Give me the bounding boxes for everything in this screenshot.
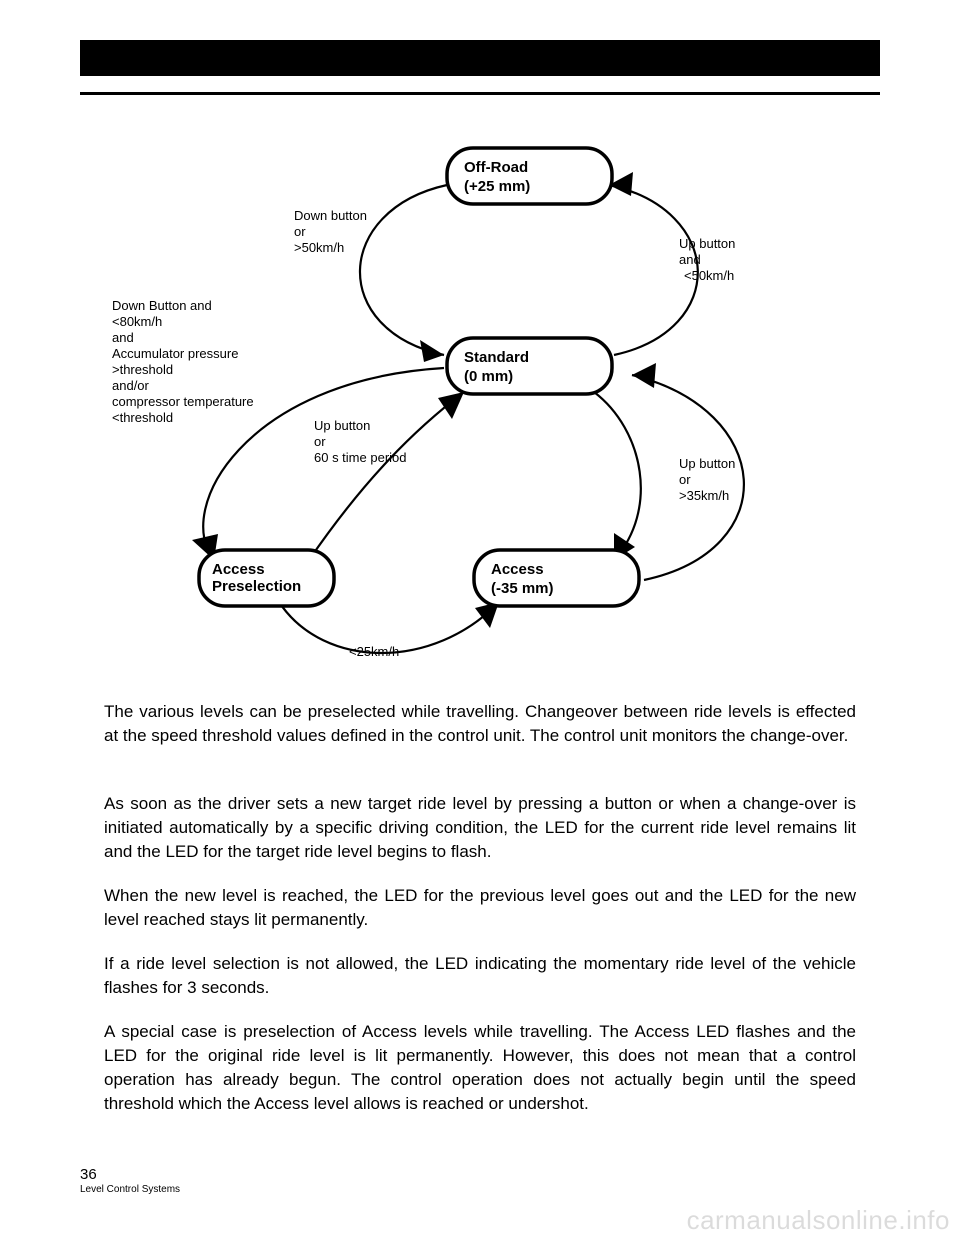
node-access-line1: Access	[491, 561, 544, 578]
state-diagram: Off-Road (+25 mm) Standard (0 mm) Access…	[104, 130, 856, 660]
node-standard-line2: (0 mm)	[464, 368, 513, 385]
page-number: 36	[80, 1166, 97, 1183]
label-up-and-50-l3: <50km/h	[684, 268, 734, 283]
label-down80-l7: compressor temperature	[112, 394, 254, 409]
edge-offroad-to-standard	[360, 185, 447, 355]
node-standard: Standard (0 mm)	[447, 338, 612, 394]
label-up35-l2: or	[679, 472, 691, 487]
node-standard-line1: Standard	[464, 349, 529, 366]
label-down80-l1: Down Button and	[112, 298, 212, 313]
label-up35-l1: Up button	[679, 456, 735, 471]
label-up-and-50-l1: Up button	[679, 236, 735, 251]
label-up-and-50-l2: and	[679, 252, 701, 267]
arrow-presel-to-standard	[438, 392, 464, 419]
node-access-line2: (-35 mm)	[491, 580, 554, 597]
label-up35-l3: >35km/h	[679, 488, 729, 503]
label-lt25: <25km/h	[349, 644, 399, 659]
node-off-road-line2: (+25 mm)	[464, 178, 530, 195]
header-black-bar	[80, 40, 880, 76]
page: Off-Road (+25 mm) Standard (0 mm) Access…	[0, 0, 960, 1242]
label-down80-l3: and	[112, 330, 134, 345]
label-down80-l4: Accumulator pressure	[112, 346, 238, 361]
watermark: carmanualsonline.info	[687, 1205, 950, 1236]
node-off-road: Off-Road (+25 mm)	[447, 148, 612, 204]
node-presel-line2: Preselection	[212, 578, 301, 595]
paragraph-4: If a ride level selection is not allowed…	[104, 952, 856, 1000]
label-up60-l2: or	[314, 434, 326, 449]
node-access-preselection: Access Preselection	[199, 550, 334, 606]
label-down-or-50-l1: Down button	[294, 208, 367, 223]
arrow-offroad-to-standard	[420, 340, 444, 362]
footer-title: Level Control Systems	[80, 1184, 180, 1195]
paragraph-1: The various levels can be preselected wh…	[104, 700, 856, 748]
paragraph-5: A special case is preselection of Access…	[104, 1020, 856, 1117]
node-access: Access (-35 mm)	[474, 550, 639, 606]
label-down80-l6: and/or	[112, 378, 150, 393]
label-up60-l1: Up button	[314, 418, 370, 433]
label-up60-l3: 60 s time period	[314, 450, 407, 465]
header-rule	[80, 92, 880, 95]
paragraph-2: As soon as the driver sets a new target …	[104, 792, 856, 864]
arrow-access-to-standard	[632, 363, 656, 388]
node-off-road-line1: Off-Road	[464, 159, 528, 176]
edge-standard-to-access	[594, 392, 641, 560]
paragraph-3: When the new level is reached, the LED f…	[104, 884, 856, 932]
node-presel-line1: Access	[212, 561, 265, 578]
label-down-or-50-l3: >50km/h	[294, 240, 344, 255]
label-down80-l5: >threshold	[112, 362, 173, 377]
label-down80-l2: <80km/h	[112, 314, 162, 329]
label-down-or-50-l2: or	[294, 224, 306, 239]
label-down80-l8: <threshold	[112, 410, 173, 425]
